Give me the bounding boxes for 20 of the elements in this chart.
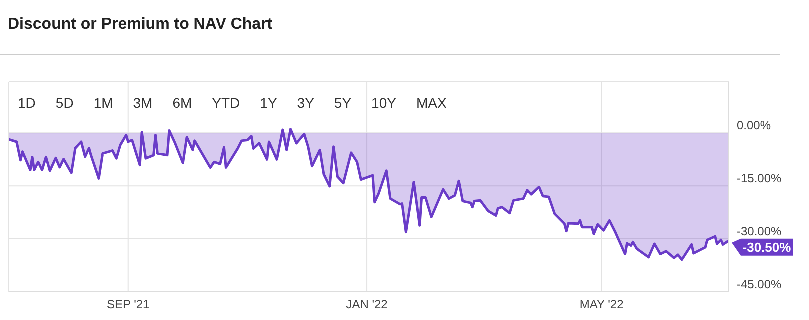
annotation: 10Y xyxy=(372,95,396,111)
y-tick-label: -15.00% xyxy=(737,171,782,186)
annotation: 5Y xyxy=(334,95,352,111)
annotation: 6M xyxy=(172,95,192,111)
x-tick-label: SEP '21 xyxy=(106,298,150,312)
annotation: 5D xyxy=(56,95,74,111)
y-tick-label: 0.00% xyxy=(737,118,772,132)
annotation: -30.50% xyxy=(742,240,792,255)
annotation: 3M xyxy=(133,95,153,111)
x-tick-label: JAN '22 xyxy=(346,298,388,312)
annotation: 1D xyxy=(18,95,36,111)
annotation: 1M xyxy=(94,95,114,111)
annotation: 3Y xyxy=(297,95,314,111)
annotation: 1Y xyxy=(260,95,278,111)
chart-title: Discount or Premium to NAV Chart xyxy=(8,16,273,34)
annotation: MAX xyxy=(416,95,447,111)
y-tick-label: -30.00% xyxy=(737,224,782,238)
x-tick-label: MAY '22 xyxy=(580,298,624,312)
y-tick-label: -45.00% xyxy=(737,277,782,292)
annotation: YTD xyxy=(212,95,240,111)
